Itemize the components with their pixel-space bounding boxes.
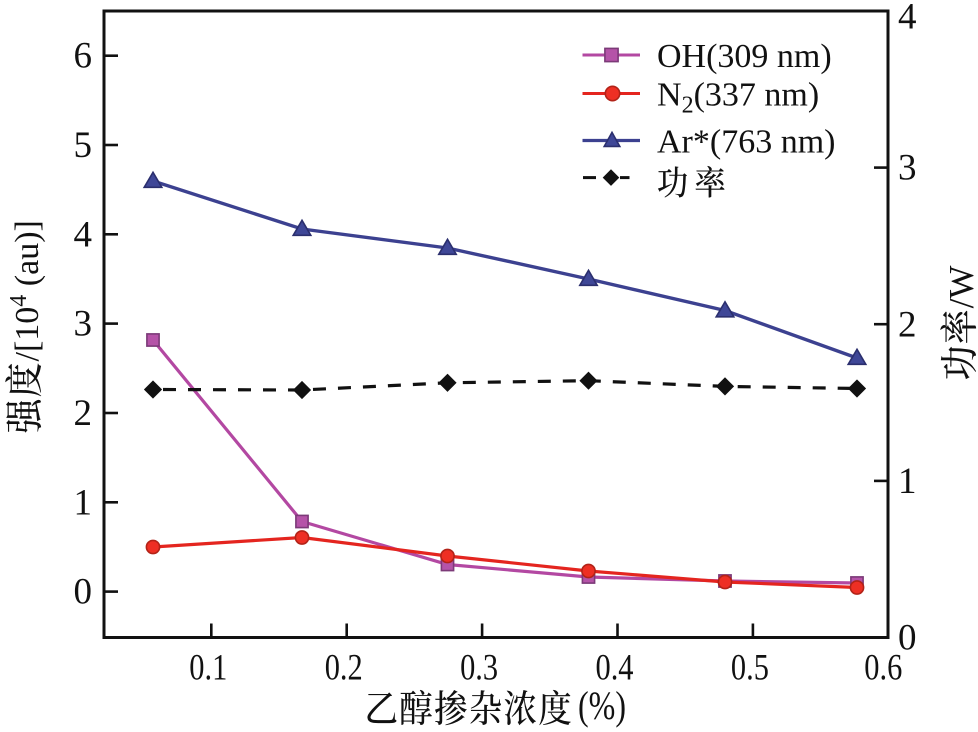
svg-text:0: 0 (74, 572, 93, 613)
svg-text:/W: /W (942, 266, 978, 309)
svg-text:Ar*(763 nm): Ar*(763 nm) (657, 124, 835, 161)
svg-text:(%): (%) (578, 683, 626, 728)
svg-text:OH(309 nm): OH(309 nm) (657, 38, 832, 75)
svg-text:0.2: 0.2 (325, 648, 363, 689)
svg-text:5: 5 (74, 125, 93, 166)
svg-text:0.1: 0.1 (189, 648, 227, 689)
svg-text:0.6: 0.6 (864, 648, 902, 689)
svg-text:3: 3 (898, 148, 917, 189)
svg-text:0: 0 (898, 617, 917, 658)
svg-text:N2(337 nm): N2(337 nm) (657, 77, 819, 119)
svg-text:0.3: 0.3 (460, 648, 498, 689)
svg-text:6: 6 (74, 36, 93, 77)
svg-text:4: 4 (74, 214, 93, 255)
svg-text:0.4: 0.4 (596, 648, 634, 689)
svg-text:4: 4 (898, 0, 917, 38)
svg-text:2: 2 (898, 304, 917, 345)
svg-text:3: 3 (74, 304, 93, 345)
svg-text:/[104 (au)]: /[104 (au)] (6, 220, 46, 361)
svg-text:1: 1 (74, 482, 93, 523)
svg-text:0.5: 0.5 (731, 648, 769, 689)
svg-text:2: 2 (74, 393, 93, 434)
svg-text:1: 1 (898, 461, 917, 502)
